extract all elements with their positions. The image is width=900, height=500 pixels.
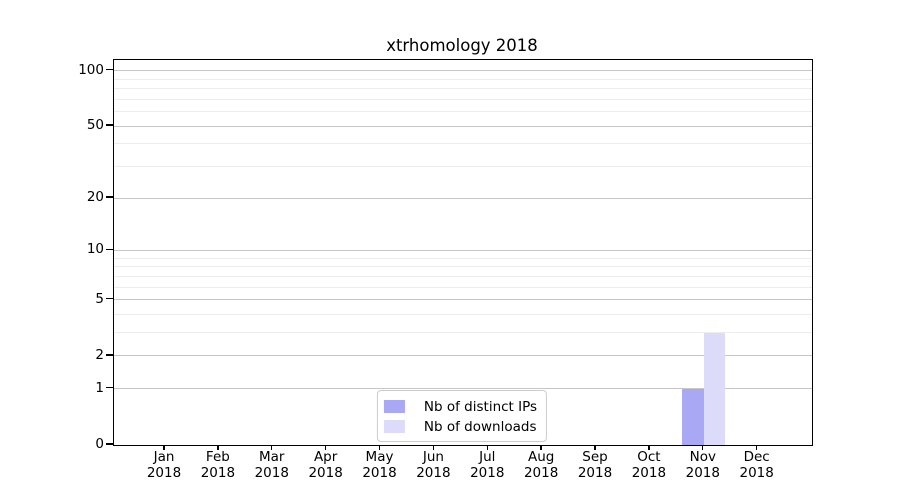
y-tick-label: 100 [78, 61, 104, 78]
gridline-major [114, 197, 812, 199]
gridline-minor [114, 87, 812, 89]
gridline-minor [114, 275, 812, 277]
y-tick-mark [106, 297, 113, 300]
gridline-minor [114, 111, 812, 112]
x-tick-label: Apr 2018 [308, 449, 343, 481]
x-tick-label: Sep 2018 [577, 449, 613, 481]
bar-downloads [703, 332, 726, 445]
x-tick-label: Feb 2018 [200, 449, 236, 481]
gridline-major [114, 125, 812, 127]
gridline-minor [114, 165, 812, 167]
x-tick-label: Oct 2018 [631, 449, 667, 481]
gridline-major [114, 249, 812, 251]
y-tick-mark [106, 68, 113, 71]
x-tick-mark [432, 445, 435, 450]
gridline-minor [114, 313, 812, 315]
y-tick-mark [106, 196, 113, 198]
x-tick-label: Aug 2018 [523, 449, 559, 481]
gridline-minor [114, 257, 812, 259]
x-tick-label: Jun 2018 [416, 449, 451, 481]
legend-item-downloads: Nb of downloads [383, 417, 537, 436]
y-tick-mark [106, 443, 113, 445]
gridline-minor [114, 332, 812, 334]
gridline-minor [114, 98, 812, 100]
legend-label-downloads: Nb of downloads [423, 418, 537, 435]
y-tick-label: 10 [86, 241, 104, 258]
x-tick-label: Jan 2018 [146, 449, 182, 481]
x-tick-mark [163, 445, 165, 450]
legend-label-distinct-ips: Nb of distinct IPs [423, 398, 538, 415]
gridline-major [114, 70, 812, 72]
y-tick-label: 20 [86, 189, 104, 205]
x-tick-mark [486, 445, 488, 450]
x-tick-mark [594, 445, 596, 450]
x-tick-mark [540, 445, 542, 450]
gridline-major [114, 299, 812, 301]
x-tick-label: May 2018 [362, 449, 397, 481]
plot-area [113, 59, 813, 446]
y-tick-label: 1 [95, 379, 104, 396]
y-tick-label: 0 [95, 436, 104, 452]
x-tick-mark [702, 445, 704, 450]
gridline-major [114, 388, 812, 390]
x-tick-mark [755, 445, 758, 450]
x-tick-mark [324, 445, 327, 450]
bar-distinct-ips [682, 388, 704, 445]
gridline-minor [114, 266, 812, 268]
y-tick-mark [106, 354, 113, 356]
x-tick-mark [378, 445, 381, 450]
gridline-minor [114, 143, 812, 145]
x-tick-mark [648, 445, 650, 450]
legend-swatch-distinct-ips [383, 400, 405, 413]
x-tick-mark [271, 445, 273, 450]
y-tick-label: 5 [95, 290, 104, 307]
y-tick-mark [106, 124, 113, 126]
legend-item-distinct-ips: Nb of distinct IPs [383, 397, 538, 416]
x-tick-label: Jul 2018 [470, 449, 505, 481]
x-tick-mark [217, 445, 219, 450]
x-tick-label: Mar 2018 [254, 449, 289, 481]
y-tick-label: 2 [95, 346, 104, 363]
gridline-minor [114, 78, 812, 80]
y-tick-mark [106, 387, 113, 389]
gridline-minor [114, 286, 812, 288]
legend-swatch-downloads [383, 420, 405, 433]
gridline-major [114, 355, 812, 357]
chart-title: xtrhomology 2018 [386, 36, 538, 55]
y-tick-label: 50 [86, 117, 104, 134]
legend: Nb of distinct IPs Nb of downloads [376, 390, 548, 442]
x-tick-label: Nov 2018 [685, 449, 720, 481]
y-tick-mark [106, 248, 113, 251]
x-tick-label: Dec 2018 [739, 449, 774, 481]
